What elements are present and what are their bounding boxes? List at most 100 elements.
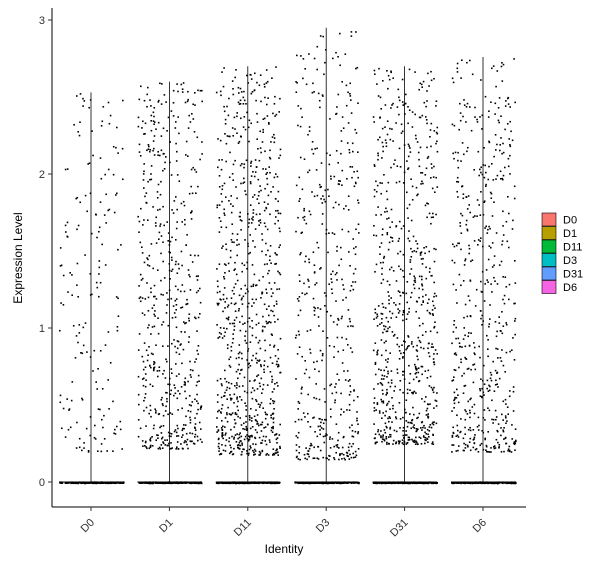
data-point: [408, 145, 410, 147]
data-point: [264, 339, 266, 342]
data-point: [482, 448, 485, 451]
data-point: [502, 276, 504, 278]
data-point: [138, 143, 141, 146]
data-point: [415, 240, 417, 242]
data-point: [99, 157, 102, 159]
data-point: [270, 191, 272, 193]
data-point: [387, 87, 389, 90]
data-point: [228, 364, 231, 367]
data-point: [389, 434, 392, 436]
data-point: [307, 393, 309, 396]
data-point: [160, 149, 163, 152]
data-point: [156, 370, 159, 372]
data-point: [177, 340, 180, 343]
data-point: [478, 345, 480, 348]
data-point: [268, 156, 271, 159]
data-point: [251, 397, 254, 400]
data-point: [248, 317, 251, 319]
data-point: [189, 432, 191, 434]
data-point: [432, 176, 435, 178]
legend-label: D3: [563, 255, 577, 267]
data-point: [255, 284, 258, 286]
data-point: [470, 397, 472, 400]
data-point: [147, 310, 150, 312]
data-point: [67, 482, 69, 484]
data-point: [277, 454, 279, 456]
data-point: [263, 263, 266, 266]
data-point: [507, 448, 510, 450]
data-point: [493, 264, 495, 267]
data-point: [464, 426, 466, 429]
data-point: [415, 482, 417, 485]
data-point: [313, 457, 316, 459]
data-point: [459, 225, 462, 227]
data-point: [180, 443, 182, 445]
data-point: [297, 418, 300, 421]
data-point: [305, 482, 308, 484]
data-point: [311, 141, 314, 143]
data-point: [167, 232, 170, 234]
data-point: [374, 433, 377, 435]
data-point: [430, 70, 432, 73]
data-point: [181, 264, 183, 267]
data-point: [256, 198, 259, 200]
data-point: [458, 242, 460, 245]
data-point: [433, 281, 435, 284]
data-point: [245, 409, 247, 411]
data-point: [154, 310, 156, 312]
data-point: [151, 385, 154, 387]
data-point: [509, 390, 511, 392]
data-point: [146, 149, 148, 152]
data-point: [59, 329, 61, 332]
data-point: [200, 405, 203, 407]
data-point: [387, 320, 389, 323]
data-point: [335, 423, 338, 425]
data-point: [383, 255, 386, 258]
data-point: [409, 389, 411, 391]
data-point: [489, 371, 492, 374]
data-point: [432, 482, 434, 485]
data-point: [166, 482, 168, 484]
data-point: [272, 421, 275, 424]
data-point: [467, 146, 469, 149]
data-point: [405, 430, 407, 432]
legend-item-D11: D11: [541, 239, 582, 254]
data-point: [240, 220, 243, 222]
data-point: [156, 434, 158, 436]
data-point: [340, 413, 342, 416]
data-point: [495, 335, 498, 338]
data-point: [219, 90, 222, 93]
data-point: [166, 292, 168, 294]
data-point: [220, 407, 223, 410]
data-point: [298, 481, 301, 484]
data-point: [418, 287, 420, 290]
data-point: [242, 182, 245, 184]
data-point: [411, 250, 414, 253]
data-point: [175, 260, 177, 263]
data-point: [87, 163, 89, 165]
data-point: [395, 181, 398, 184]
data-point: [175, 298, 178, 300]
data-point: [432, 421, 434, 424]
data-point: [236, 197, 238, 200]
data-point: [273, 408, 275, 410]
data-point: [262, 276, 264, 278]
data-point: [483, 176, 486, 179]
data-point: [328, 345, 331, 347]
data-point: [141, 127, 143, 129]
data-point: [252, 354, 254, 357]
data-point: [76, 196, 79, 199]
data-point: [249, 380, 251, 382]
data-point: [304, 68, 306, 70]
data-point: [146, 257, 148, 259]
data-point: [353, 399, 355, 402]
data-point: [336, 272, 338, 274]
data-point: [382, 412, 384, 414]
data-point: [234, 128, 236, 130]
data-point: [401, 439, 404, 441]
data-point: [346, 409, 348, 411]
data-point: [266, 183, 269, 186]
data-point: [146, 93, 148, 96]
data-point: [472, 381, 475, 384]
